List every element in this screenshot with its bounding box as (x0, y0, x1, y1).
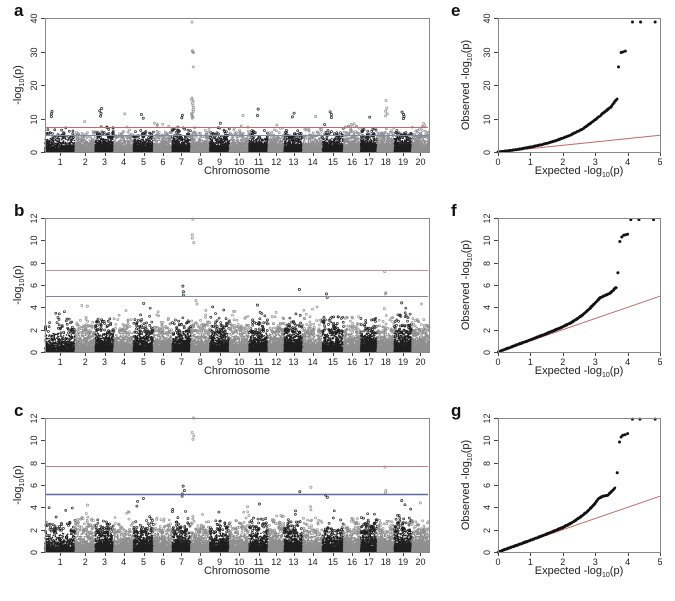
x-axis-title-e: Expected -log10(p) (534, 165, 624, 180)
manhattan-plot-b (0, 200, 440, 400)
panel-g: g Observed -log10(p) Expected -log10(p) (440, 400, 675, 601)
figure-row-3: c -log10(p) Chromosome g Observed -log10… (0, 400, 675, 601)
qq-plot-e (440, 0, 675, 200)
x-axis-title-a: Chromosome (203, 165, 271, 177)
x-axis-title-b: Chromosome (203, 365, 271, 377)
x-axis-title-f: Expected -log10(p) (534, 365, 624, 380)
panel-f: f Observed -log10(p) Expected -log10(p) (440, 200, 675, 400)
qq-plot-g (440, 400, 675, 600)
panel-a: a -log10(p) Chromosome (0, 0, 440, 200)
figure-row-1: a -log10(p) Chromosome e Observed -log10… (0, 0, 675, 200)
manhattan-plot-c (0, 400, 440, 600)
panel-e: e Observed -log10(p) Expected -log10(p) (440, 0, 675, 200)
manhattan-plot-a (0, 0, 440, 200)
x-axis-title-c: Chromosome (203, 565, 271, 577)
panel-b: b -log10(p) Chromosome (0, 200, 440, 400)
x-axis-title-g: Expected -log10(p) (534, 565, 624, 580)
qq-plot-f (440, 200, 675, 400)
panel-c: c -log10(p) Chromosome (0, 400, 440, 601)
figure-row-2: b -log10(p) Chromosome f Observed -log10… (0, 200, 675, 400)
